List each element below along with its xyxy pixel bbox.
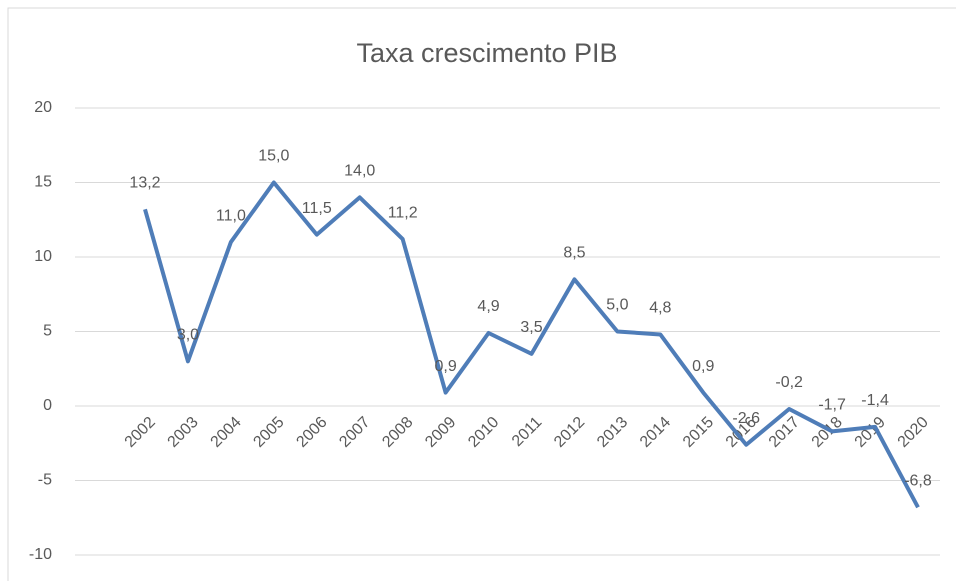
y-tick-label: 5 — [43, 323, 52, 340]
data-label: 11,0 — [216, 207, 246, 224]
data-label: -2,6 — [732, 410, 760, 427]
y-tick-label: 0 — [43, 397, 52, 414]
y-tick-label: 20 — [34, 99, 52, 116]
data-label: 5,0 — [606, 297, 628, 314]
data-label: -1,7 — [818, 397, 846, 414]
data-label: 0,9 — [692, 358, 714, 375]
data-label: 13,2 — [129, 175, 160, 192]
data-label: 11,2 — [388, 204, 418, 221]
data-label: 3,5 — [520, 319, 542, 336]
data-label: 3,0 — [177, 327, 199, 344]
data-label: 8,5 — [563, 245, 585, 262]
y-tick-label: 10 — [34, 248, 52, 265]
y-tick-label: 15 — [34, 174, 52, 191]
data-label: 4,8 — [649, 300, 671, 317]
chart-border — [7, 7, 956, 581]
data-line — [143, 180, 920, 509]
y-tick-label: -5 — [38, 472, 52, 489]
y-tick-label: -10 — [29, 546, 52, 563]
data-label: -1,4 — [861, 392, 889, 409]
data-label: 11,5 — [302, 200, 332, 217]
chart-title: Taxa crescimento PIB — [356, 38, 617, 68]
data-label: 14,0 — [344, 163, 375, 180]
data-label: -0,2 — [775, 374, 803, 391]
data-label: 0,9 — [434, 358, 456, 375]
data-label: -6,8 — [904, 473, 932, 490]
data-label: 4,9 — [477, 298, 499, 315]
data-label: 15,0 — [258, 148, 289, 165]
